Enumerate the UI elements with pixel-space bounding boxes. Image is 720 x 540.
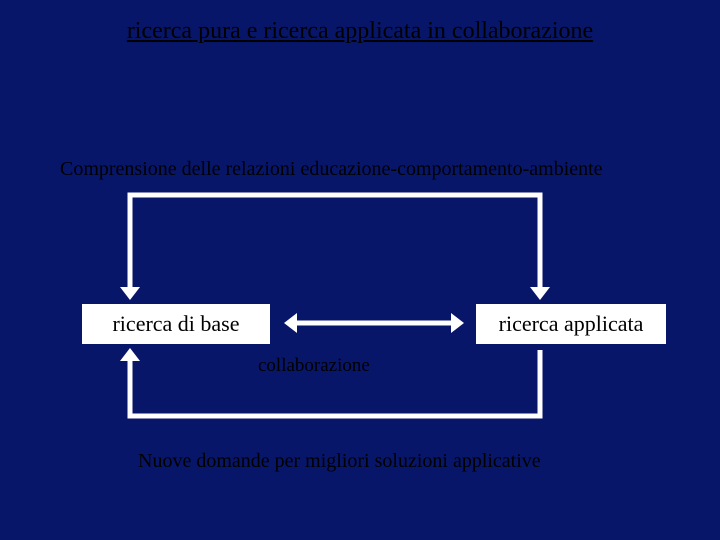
box-ricerca-base: ricerca di base [82, 304, 270, 344]
box-ricerca-applicata: ricerca applicata [476, 304, 666, 344]
label-collaborazione: collaborazione [258, 355, 370, 377]
subtitle-bottom: Nuove domande per migliori soluzioni app… [138, 450, 541, 473]
box-right-label: ricerca applicata [499, 311, 644, 337]
slide: ricerca pura e ricerca applicata in coll… [0, 0, 720, 540]
box-left-label: ricerca di base [112, 311, 239, 337]
